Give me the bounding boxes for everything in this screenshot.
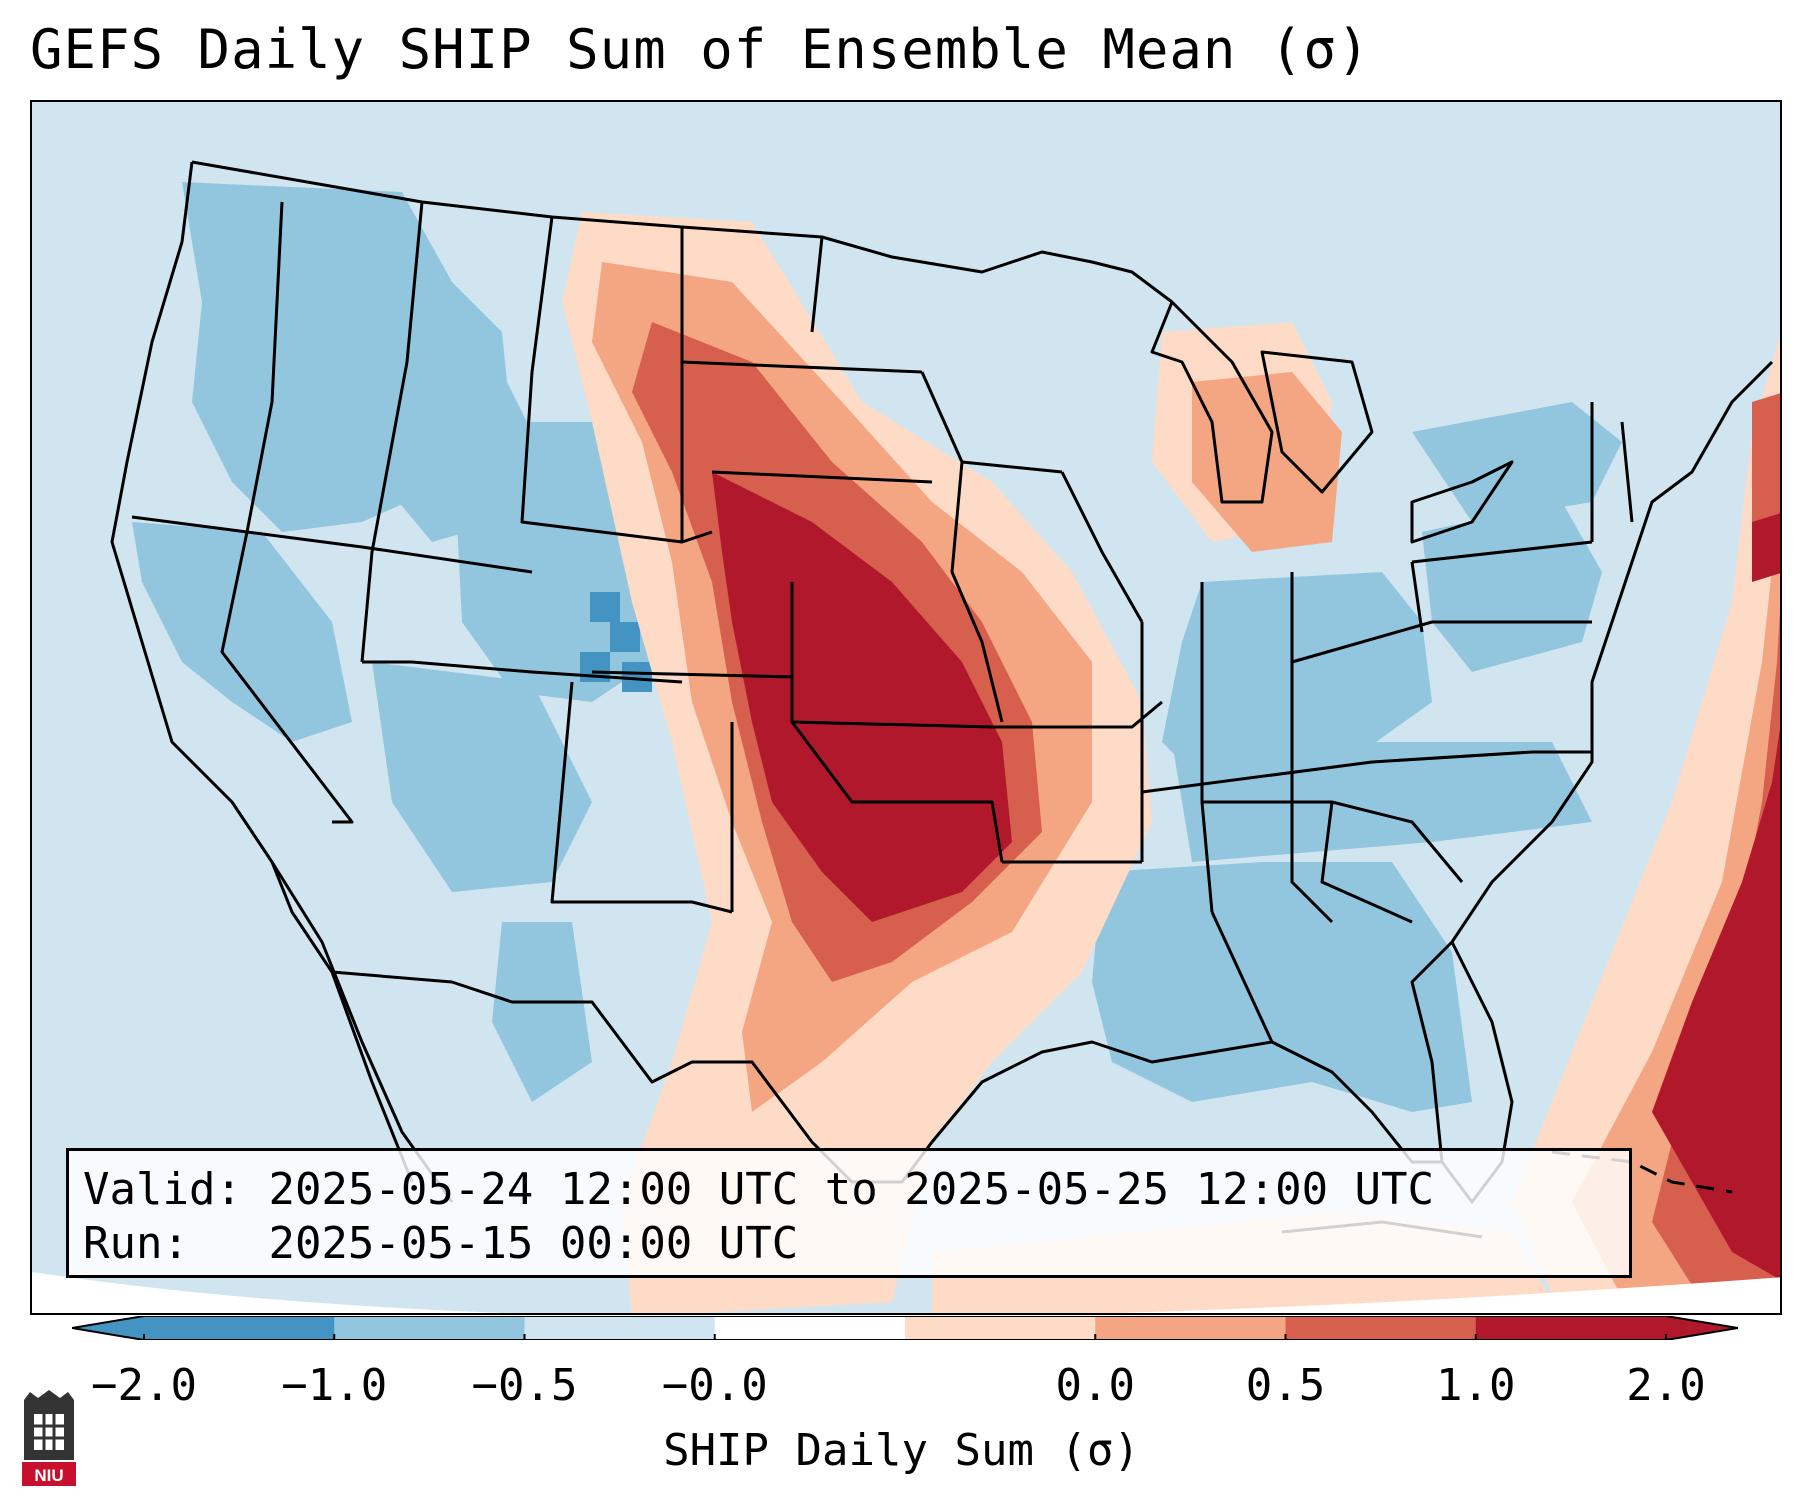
run-value: 2025-05-15 00:00 UTC: [268, 1218, 799, 1269]
logo-window-grid: [34, 1414, 64, 1450]
colorbar-under-extension: [72, 1316, 144, 1340]
colorbar-segment: [1095, 1316, 1286, 1340]
colorbar-segment: [334, 1316, 525, 1340]
logo-band: [22, 1462, 76, 1486]
projection-edge: [32, 1272, 1780, 1313]
colorbar-segment: [1475, 1316, 1667, 1340]
run-label: Run:: [83, 1218, 189, 1269]
colorbar-segment: [144, 1316, 335, 1340]
colorbar-label: SHIP Daily Sum (σ): [663, 1425, 1140, 1476]
colorbar-segment: [524, 1316, 716, 1340]
colorbar-segment: [905, 1316, 1096, 1340]
colorbar-tick-label: −0.5: [471, 1360, 578, 1411]
colorbar-segment: [714, 1316, 906, 1340]
chart-title: GEFS Daily SHIP Sum of Ensemble Mean (σ): [30, 18, 1371, 81]
colorbar: [72, 1316, 1738, 1340]
colorbar-segment: [1285, 1316, 1477, 1340]
colorbar-tick-label: 0.0: [1055, 1360, 1135, 1411]
colorbar-tick-label: −2.0: [91, 1360, 197, 1411]
map-panel: [30, 100, 1782, 1315]
valid-run-info-box: Valid: 2025-05-24 12:00 UTC to 2025-05-2…: [66, 1148, 1632, 1278]
valid-label: Valid:: [83, 1164, 242, 1215]
colorbar-tick-label: 0.5: [1245, 1360, 1326, 1411]
map-canvas: [32, 102, 1780, 1313]
logo-window: [34, 1414, 64, 1450]
colorbar-tick-label: −0.0: [661, 1360, 768, 1411]
colorbar-tick-label: 1.0: [1436, 1360, 1516, 1411]
valid-value: 2025-05-24 12:00 UTC to 2025-05-25 12:00…: [268, 1164, 1435, 1215]
colorbar-over-extension: [1666, 1316, 1738, 1340]
colorbar-tick-label: −1.0: [281, 1360, 388, 1411]
colorbar-tick-label: 2.0: [1626, 1360, 1706, 1411]
niu-logo: NIU: [22, 1390, 76, 1486]
negative-anomaly-regions: [132, 182, 1712, 1277]
extreme-positive-regions: [712, 472, 1780, 1280]
logo-text: NIU: [34, 1466, 63, 1485]
